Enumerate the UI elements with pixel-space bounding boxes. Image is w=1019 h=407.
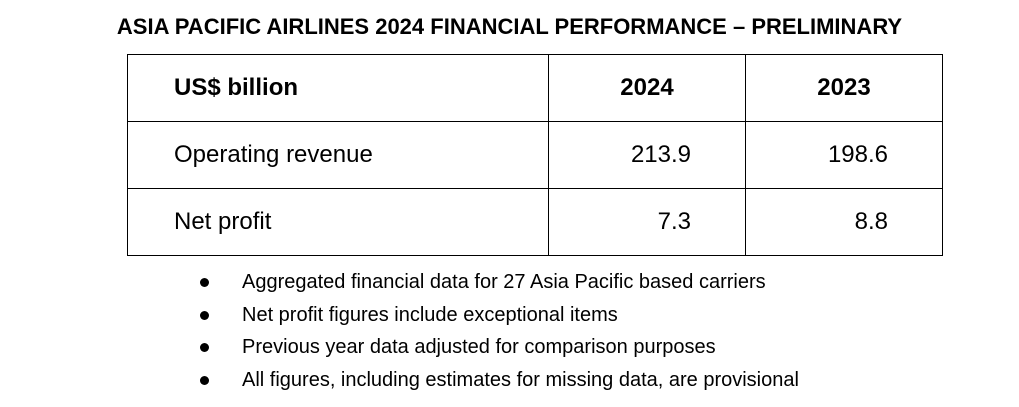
row-label-operating-revenue: Operating revenue bbox=[127, 121, 549, 189]
page-title: ASIA PACIFIC AIRLINES 2024 FINANCIAL PER… bbox=[116, 14, 903, 39]
bullet-icon bbox=[200, 278, 209, 287]
table-row: Net profit 7.3 8.8 bbox=[127, 188, 943, 256]
value-2023: 8.8 bbox=[745, 188, 943, 256]
note-text: Net profit figures include exceptional i… bbox=[242, 303, 618, 326]
list-item: Previous year data adjusted for comparis… bbox=[200, 331, 799, 364]
list-item: All figures, including estimates for mis… bbox=[200, 364, 799, 397]
bullet-icon bbox=[200, 343, 209, 352]
value-2023: 198.6 bbox=[745, 121, 943, 189]
value-2024: 7.3 bbox=[548, 188, 746, 256]
note-text: Aggregated financial data for 27 Asia Pa… bbox=[242, 271, 766, 293]
bullet-icon bbox=[200, 310, 209, 320]
bullet-icon bbox=[200, 375, 209, 385]
financial-table: US$ billion 2024 2023 Operating revenue … bbox=[127, 54, 943, 256]
note-text: All figures, including estimates for mis… bbox=[242, 368, 799, 391]
notes-list: Aggregated financial data for 27 Asia Pa… bbox=[200, 266, 799, 396]
header-label-cell: US$ billion bbox=[127, 54, 549, 122]
list-item: Net profit figures include exceptional i… bbox=[200, 299, 799, 332]
table-header-row: US$ billion 2024 2023 bbox=[127, 54, 943, 122]
note-text: Previous year data adjusted for comparis… bbox=[242, 336, 716, 358]
header-2024-cell: 2024 bbox=[548, 54, 746, 122]
header-2023-cell: 2023 bbox=[745, 54, 943, 122]
table-row: Operating revenue 213.9 198.6 bbox=[127, 121, 943, 189]
value-2024: 213.9 bbox=[548, 121, 746, 189]
list-item: Aggregated financial data for 27 Asia Pa… bbox=[200, 266, 799, 299]
row-label-net-profit: Net profit bbox=[127, 188, 549, 256]
